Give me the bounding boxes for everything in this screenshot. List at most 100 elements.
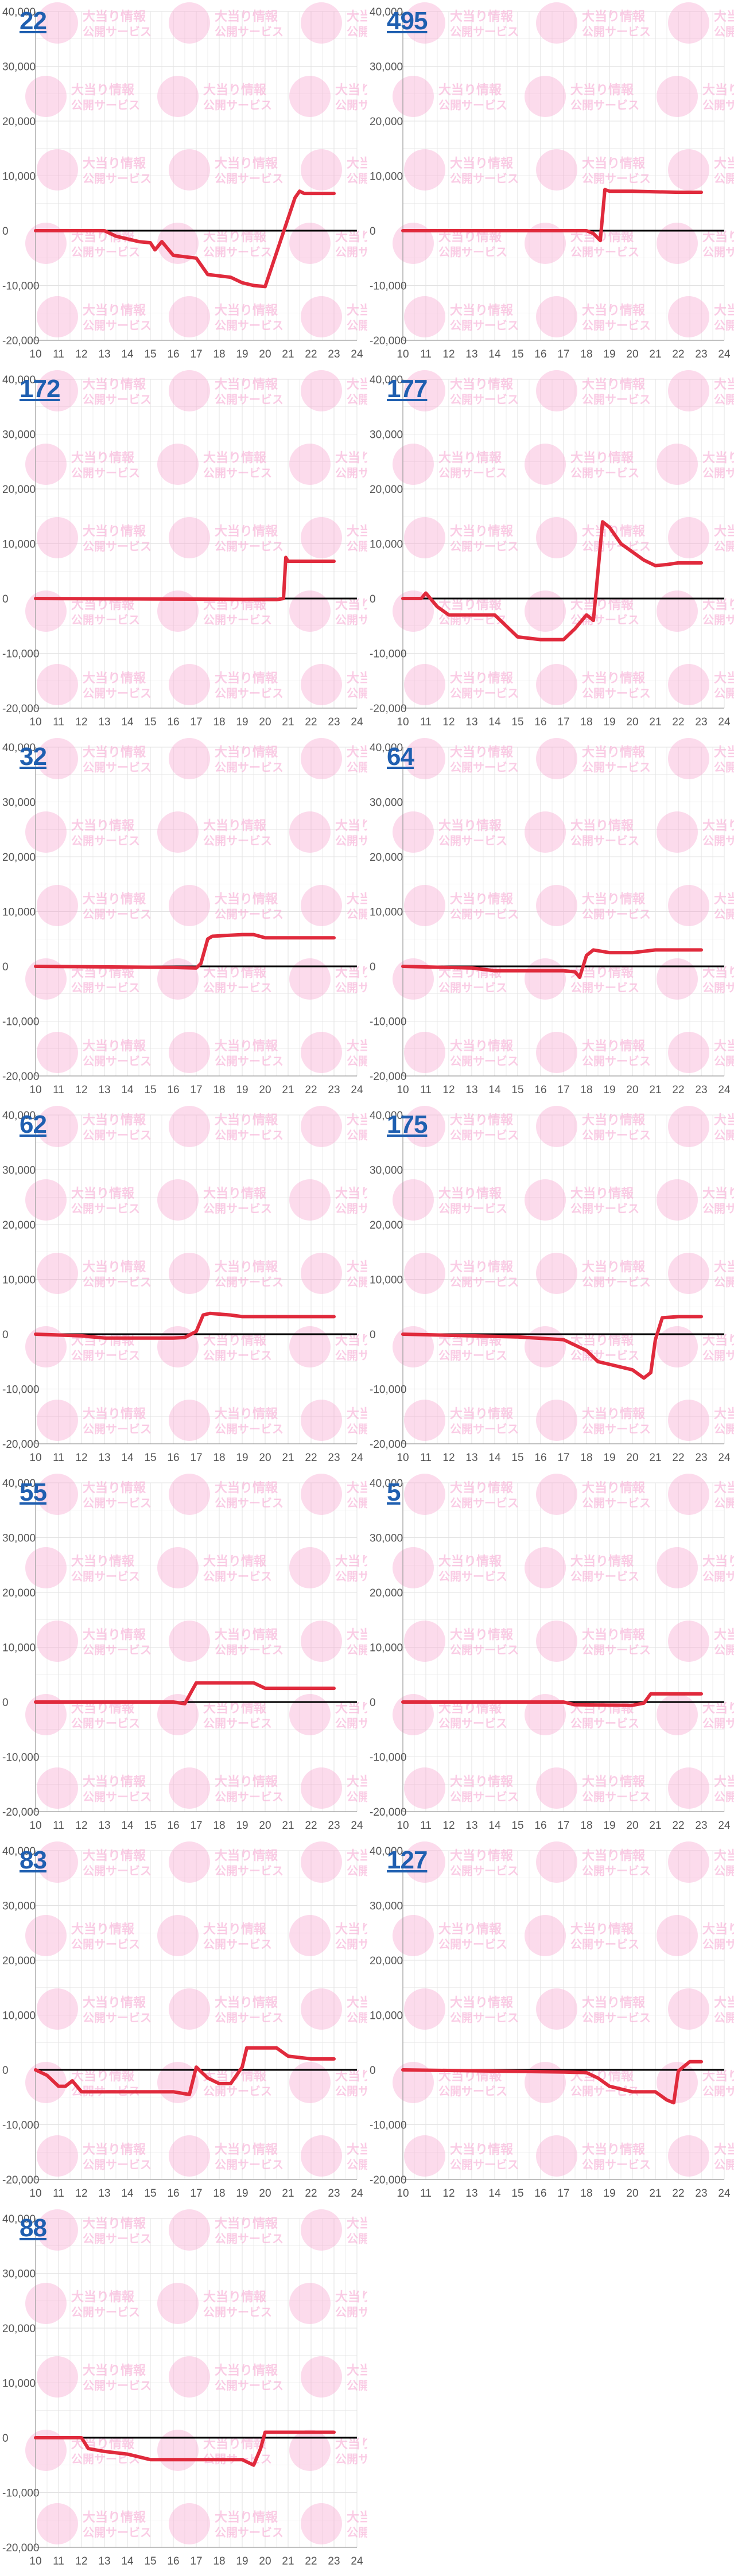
- watermark-logo-icon: [37, 1032, 78, 1073]
- machine-number-link[interactable]: 495: [387, 7, 428, 35]
- x-tick-label: 24: [718, 1452, 731, 1464]
- watermark-subtitle: 公開サービス: [450, 319, 519, 332]
- machine-number-link[interactable]: 32: [20, 743, 47, 771]
- line-chart: 大当り情報公開サービス大当り情報公開サービス大当り情報公開サービス大当り情報公開…: [2, 370, 367, 728]
- watermark-logo-icon: [169, 2503, 210, 2544]
- x-tick-label: 21: [649, 348, 661, 360]
- x-tick-label: 22: [672, 348, 684, 360]
- watermark-title: 大当り情報: [702, 965, 734, 980]
- x-tick-label: 24: [718, 1820, 731, 1832]
- machine-number-link[interactable]: 177: [387, 375, 428, 403]
- watermark-subtitle: 公開サービス: [215, 172, 283, 185]
- watermark-subtitle: 公開サービス: [335, 1202, 367, 1215]
- watermark-subtitle: 公開サービス: [203, 1202, 272, 1215]
- watermark-logo-icon: [25, 811, 67, 853]
- watermark-subtitle: 公開サービス: [438, 246, 507, 259]
- watermark-title: 大当り情報: [215, 156, 278, 170]
- watermark-subtitle: 公開サービス: [582, 1643, 651, 1657]
- watermark-title: 大当り情報: [702, 1554, 734, 1568]
- watermark-subtitle: 公開サービス: [570, 99, 639, 112]
- watermark-subtitle: 公開サービス: [71, 1202, 140, 1215]
- series-line: [401, 520, 703, 642]
- watermark-title: 大当り情報: [83, 2216, 146, 2231]
- watermark-title: 大当り情報: [582, 892, 646, 906]
- watermark-logo-icon: [301, 2135, 342, 2177]
- watermark-logo-icon: [404, 1474, 445, 1515]
- watermark-subtitle: 公開サービス: [570, 1349, 639, 1362]
- x-tick-label: 13: [465, 716, 477, 728]
- watermark-subtitle: 公開サービス: [347, 319, 367, 332]
- watermark-title: 大当り情報: [215, 1260, 278, 1274]
- x-tick-label: 24: [351, 716, 363, 728]
- machine-number-link[interactable]: 88: [20, 2214, 47, 2242]
- watermark-logo-icon: [525, 76, 566, 117]
- watermark-logo-icon: [668, 370, 709, 411]
- watermark-subtitle: 公開サービス: [702, 2085, 734, 2098]
- machine-number-link[interactable]: 5: [387, 1478, 401, 1506]
- y-tick-label: 0: [2, 226, 9, 238]
- gridlines: [35, 1850, 358, 2180]
- y-tick-label: 40,000: [370, 742, 403, 754]
- watermark-title: 大当り情報: [582, 9, 646, 24]
- x-tick-label: 16: [534, 716, 546, 728]
- series-line: [34, 1681, 336, 1705]
- machine-number-link[interactable]: 83: [20, 1846, 47, 1874]
- machine-number-link[interactable]: 55: [20, 1478, 47, 1506]
- watermark-title: 大当り情報: [203, 818, 267, 833]
- watermark-title: 大当り情報: [215, 2363, 278, 2377]
- watermark-logo-icon: [25, 1547, 67, 1588]
- machine-number-link[interactable]: 62: [20, 1110, 47, 1139]
- watermark-subtitle: 公開サービス: [71, 1717, 140, 1730]
- x-tick-label: 17: [557, 1452, 569, 1464]
- x-tick-label: 16: [534, 2188, 546, 2200]
- watermark-logo-icon: [25, 958, 67, 1000]
- watermark-logo-icon: [37, 1400, 78, 1441]
- watermark-title: 大当り情報: [215, 1848, 278, 1863]
- x-tick-label: 14: [121, 2555, 134, 2567]
- series-line: [34, 555, 336, 601]
- watermark-logo-icon: [404, 2135, 445, 2177]
- watermark-title: 大当り情報: [83, 2363, 146, 2377]
- x-tick-label: 21: [282, 2555, 294, 2567]
- watermark-subtitle: 公開サービス: [347, 2379, 367, 2392]
- watermark-logo-icon: [657, 223, 698, 264]
- x-tick-label: 21: [649, 2188, 661, 2200]
- watermark-logo-icon: [37, 1474, 78, 1515]
- watermark-title: 大当り情報: [335, 83, 367, 97]
- watermark-title: 大当り情報: [83, 2510, 146, 2524]
- watermark-logo-icon: [404, 370, 445, 411]
- x-tick-label: 10: [397, 1820, 409, 1832]
- x-tick-label: 19: [603, 1820, 615, 1832]
- watermark-subtitle: 公開サービス: [215, 2232, 283, 2245]
- y-tick-label: -10,000: [370, 648, 406, 660]
- watermark-logo-icon: [169, 1474, 210, 1515]
- watermark-subtitle: 公開サービス: [702, 981, 734, 994]
- watermark-logo-icon: [37, 1253, 78, 1294]
- watermark-logo-icon: [37, 370, 78, 411]
- machine-number-link[interactable]: 172: [20, 375, 60, 403]
- watermark-title: 大当り情報: [203, 1922, 267, 1936]
- x-tick-label: 24: [351, 348, 363, 360]
- x-tick-label: 14: [121, 2188, 134, 2200]
- watermark-title: 大当り情報: [570, 1554, 634, 1568]
- watermark-subtitle: 公開サービス: [714, 1790, 734, 1804]
- watermark-title: 大当り情報: [714, 156, 734, 170]
- watermark-logo-icon: [25, 1179, 67, 1221]
- watermark-logo-icon: [157, 590, 199, 632]
- watermark-subtitle: 公開サービス: [714, 1497, 734, 1510]
- machine-number-link[interactable]: 64: [387, 743, 414, 771]
- x-tick-label: 21: [649, 1084, 661, 1096]
- watermark-logo-icon: [37, 1106, 78, 1147]
- watermark-title: 大当り情報: [702, 450, 734, 465]
- machine-number-link[interactable]: 175: [387, 1110, 428, 1139]
- machine-number-link[interactable]: 127: [387, 1846, 428, 1874]
- watermark-title: 大当り情報: [347, 1481, 367, 1495]
- machine-number-link[interactable]: 22: [20, 7, 47, 35]
- watermark-logo-icon: [668, 1253, 709, 1294]
- watermark-logo-icon: [393, 76, 434, 117]
- watermark-title: 大当り情報: [438, 1922, 502, 1936]
- watermark-subtitle: 公開サービス: [335, 1570, 367, 1583]
- watermark-subtitle: 公開サービス: [582, 1129, 651, 1142]
- x-tick-label: 14: [488, 716, 501, 728]
